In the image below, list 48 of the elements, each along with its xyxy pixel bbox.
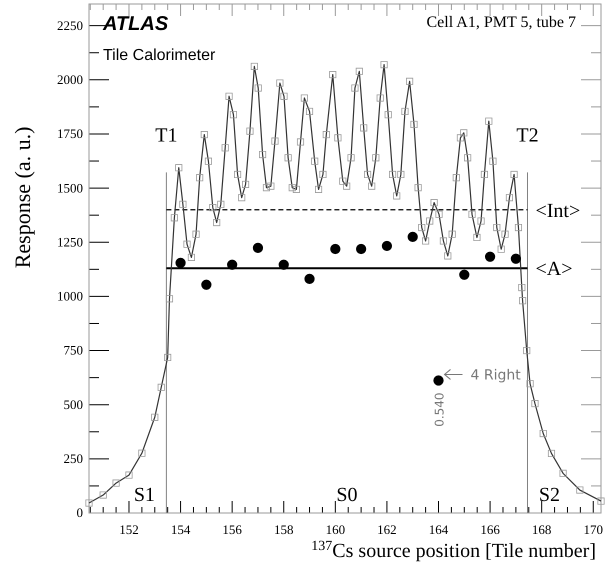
- annotation: S1: [134, 484, 155, 506]
- ref-line-label: <Int>: [535, 200, 580, 222]
- x-tick-label: 158: [274, 522, 294, 538]
- y-tick-label: 250: [64, 451, 83, 466]
- point: [510, 254, 521, 264]
- y-tick-label: 2250: [57, 18, 83, 33]
- y-tick-label: 1500: [57, 180, 83, 196]
- y-tick-label: 1250: [57, 234, 83, 250]
- annotation: 0.540: [432, 392, 446, 427]
- y-tick-label: 1000: [57, 288, 83, 304]
- point: [175, 258, 186, 268]
- y-tick-label: 0: [76, 505, 83, 520]
- point: [408, 232, 418, 242]
- x-tick-label: 152: [119, 522, 139, 538]
- point: [330, 244, 340, 254]
- annotation: S2: [538, 484, 560, 506]
- ref-line-label: <A>: [535, 258, 573, 280]
- text: Tile Calorimeter: [103, 47, 216, 64]
- x-tick-label: 170: [584, 522, 604, 538]
- point: [459, 270, 470, 280]
- x-tick-label: 156: [222, 522, 242, 538]
- annotation: S0: [336, 484, 358, 506]
- point: [356, 244, 366, 254]
- y-axis-title: Response (a. u.): [10, 126, 35, 268]
- annotation: Cell A1, PMT 5, tube 7: [426, 14, 576, 31]
- point: [484, 252, 496, 262]
- y-tick-label: 750: [64, 342, 83, 358]
- point: [382, 240, 392, 252]
- y-tick-label: 500: [64, 396, 83, 412]
- x-tick-label: 168: [532, 522, 552, 538]
- point: [304, 274, 315, 284]
- point: [252, 242, 264, 253]
- ref-line-label: T1: [155, 124, 178, 146]
- ref-line-label: T2: [516, 124, 539, 146]
- x-axis-title: $^{137}$Cs source position [Tile number]: [311, 538, 596, 562]
- point: [433, 375, 444, 386]
- y-tick-label: 1750: [57, 126, 83, 142]
- x-tick-label: 164: [428, 522, 449, 538]
- point: [227, 260, 238, 270]
- x-tick-label: 154: [170, 522, 191, 538]
- point: [278, 260, 289, 270]
- y-tick-label: 2000: [57, 72, 83, 87]
- x-tick-label: 166: [480, 522, 500, 538]
- x-tick-label: 162: [377, 522, 397, 538]
- annotation: 4 Right: [470, 367, 522, 384]
- point: [201, 280, 212, 290]
- text: ATLAS: [102, 13, 169, 35]
- x-tick-label: 160: [326, 522, 346, 538]
